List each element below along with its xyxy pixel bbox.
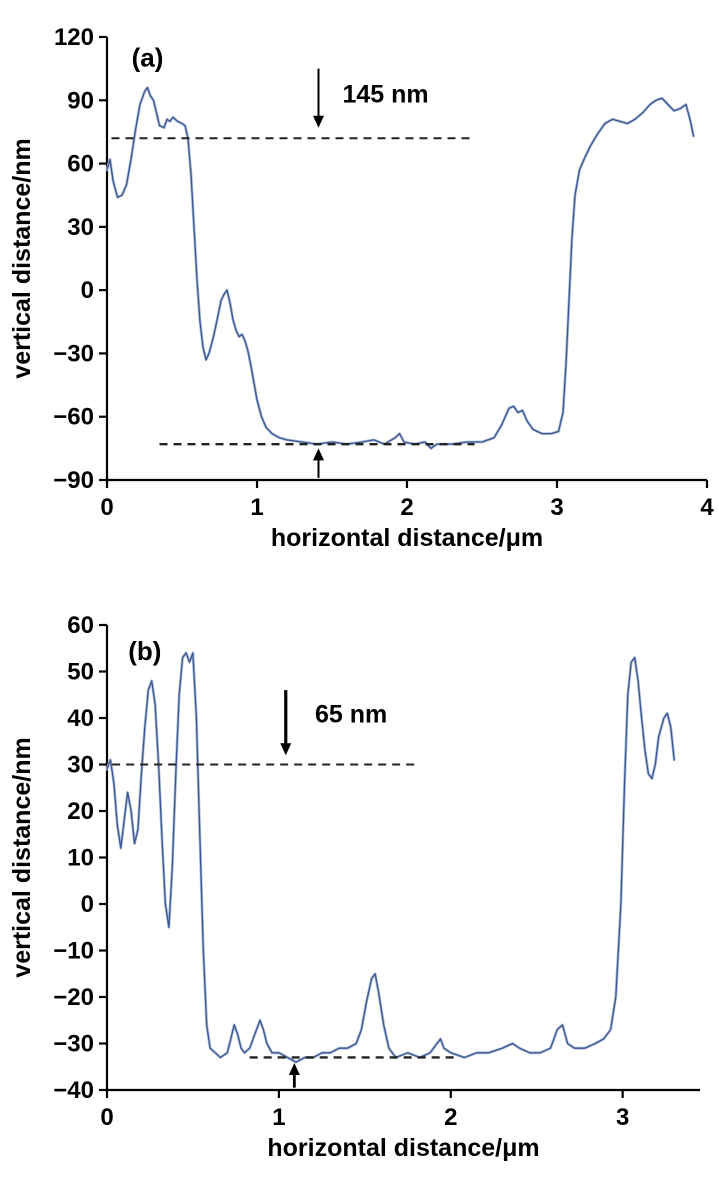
y-tick-label: 10: [67, 845, 94, 872]
panel-b: 60 50 40 30 20 10 0 −10 −20 −30 −40 0 1 2 3 horizontal …: [0, 575, 719, 1179]
profile-line-halo: [105, 86, 695, 450]
y-tick-label: −90: [53, 467, 94, 494]
y-tick-label: 30: [67, 752, 94, 779]
y-tick-label: 120: [54, 24, 94, 51]
x-tick-label: 2: [400, 494, 413, 521]
y-tick-label: 90: [67, 87, 94, 114]
y-tick-label: 60: [67, 151, 94, 178]
profile-line: [106, 652, 675, 1063]
down-arrow-head: [280, 743, 292, 756]
y-tick-label: −30: [53, 1031, 94, 1058]
panel-label: (b): [128, 636, 161, 666]
y-tick-label: 0: [81, 891, 94, 918]
x-axis-title: horizontal distance/μm: [267, 1134, 539, 1162]
y-tick-label: 20: [67, 798, 94, 825]
step-height-label: 65 nm: [315, 701, 387, 729]
step-height-label: 145 nm: [343, 80, 429, 108]
y-tick-label: 40: [67, 705, 94, 732]
up-arrow-head: [313, 448, 324, 461]
x-tick-label: 0: [100, 494, 113, 521]
y-tick-label: 60: [67, 612, 94, 639]
up-arrow-head: [288, 1063, 300, 1076]
y-tick-label: −60: [53, 404, 94, 431]
x-tick-label: 4: [700, 494, 714, 521]
y-tick-label: −40: [53, 1077, 94, 1104]
y-tick-label: −10: [53, 938, 94, 965]
x-tick-label: 0: [100, 1104, 113, 1131]
y-tick-label: 0: [81, 277, 94, 304]
y-axis-title: vertical distance/nm: [8, 737, 36, 977]
y-tick-label: 30: [67, 214, 94, 241]
x-tick-label: 3: [550, 494, 563, 521]
y-tick-label: 50: [67, 659, 94, 686]
y-tick-label: −30: [53, 340, 94, 367]
x-tick-label: 2: [444, 1104, 457, 1131]
x-tick-label: 3: [616, 1104, 629, 1131]
panel-label: (a): [132, 43, 164, 73]
x-tick-label: 1: [250, 494, 263, 521]
x-tick-label: 1: [272, 1104, 285, 1131]
down-arrow-head: [313, 115, 324, 128]
y-axis-title: vertical distance/nm: [8, 138, 36, 378]
x-axis-title: horizontal distance/μm: [271, 524, 543, 552]
profile-line-halo: [105, 651, 676, 1064]
profile-line: [106, 86, 695, 450]
panel-a: 120 90 60 30 0 −30 −60 −90 0 1 2 3 4 horizontal dista…: [0, 0, 719, 575]
y-tick-label: −20: [53, 984, 94, 1011]
